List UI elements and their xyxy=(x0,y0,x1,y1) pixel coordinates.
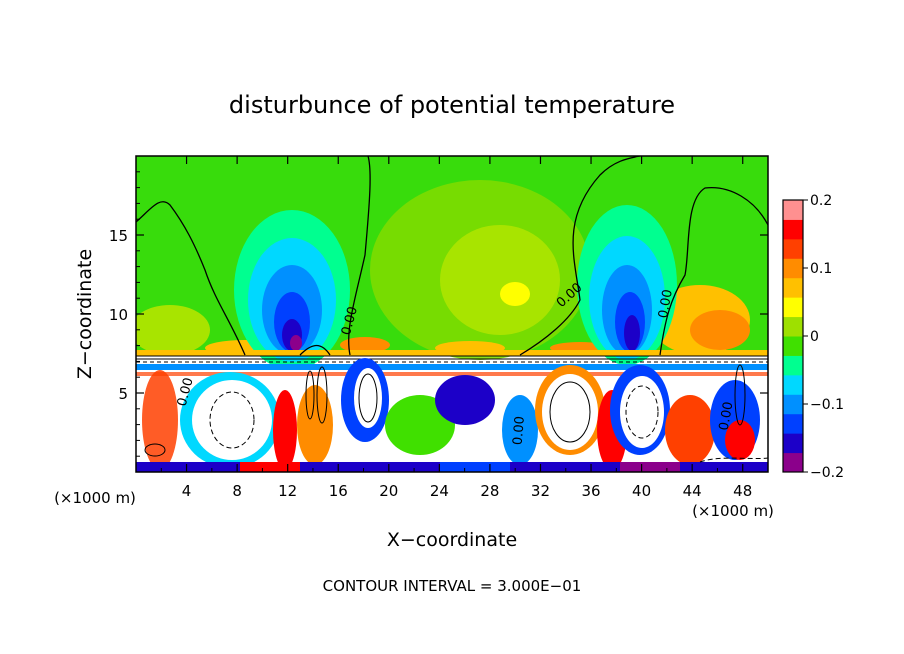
x-tick-label: 16 xyxy=(329,482,348,500)
x-tick-label: 44 xyxy=(683,482,702,500)
x-unit-left: (×1000 m) xyxy=(54,489,136,507)
colorbar-swatch xyxy=(783,219,803,240)
plot-area: 0.000.00 0.000.000.00 0.00 xyxy=(136,156,768,472)
contour-label: 0.00 xyxy=(175,376,197,408)
y-tick-label: 10 xyxy=(109,306,128,324)
colorbar-swatch xyxy=(783,452,803,473)
colorbar-swatch xyxy=(783,316,803,337)
lower-colored-structures xyxy=(136,358,768,472)
contour-label: 0.00 xyxy=(656,288,676,319)
y-tick-label: 15 xyxy=(109,227,128,245)
y-axis: 5 10 15 xyxy=(109,171,768,457)
inversion-band xyxy=(136,350,768,356)
x-unit-right: (×1000 m) xyxy=(692,502,774,520)
colorbar-swatch xyxy=(783,238,803,259)
colorbar-swatch xyxy=(783,336,803,356)
colorbar-swatch xyxy=(783,374,803,395)
colorbar: 0.2 0.1 0 −0.1 −0.2 xyxy=(782,193,844,481)
colorbar-tick-label: 0 xyxy=(810,329,819,345)
x-tick-label: 36 xyxy=(581,482,600,500)
colorbar-swatch xyxy=(783,277,803,298)
y-axis-label: Z−coordinate xyxy=(74,249,96,379)
x-axis-label: X−coordinate xyxy=(387,529,517,551)
colorbar-swatch xyxy=(783,258,803,279)
colorbar-tick-label: 0.2 xyxy=(810,193,832,209)
colorbar-swatch xyxy=(783,413,803,434)
x-tick-label: 28 xyxy=(480,482,499,500)
contour-lines xyxy=(136,156,768,356)
x-tick-label: 40 xyxy=(632,482,651,500)
colorbar-swatch xyxy=(783,355,803,376)
colorbar-tick-label: −0.2 xyxy=(810,465,844,481)
colorbar-swatch xyxy=(783,297,803,318)
contour-interval-note: CONTOUR INTERVAL = 3.000E−01 xyxy=(323,577,582,595)
x-tick-label: 24 xyxy=(430,482,449,500)
contour-labels: 0.000.00 0.000.000.00 0.00 xyxy=(175,280,737,445)
inversion-lines xyxy=(136,355,768,363)
x-axis: 4 8 12 16 20 24 28 32 36 40 44 48 xyxy=(160,156,752,500)
lower-contour-lines xyxy=(144,364,768,463)
x-tick-label: 12 xyxy=(278,482,297,500)
x-tick-label: 20 xyxy=(379,482,398,500)
y-tick-label: 5 xyxy=(118,385,128,403)
x-tick-label: 4 xyxy=(182,482,192,500)
colorbar-tick-label: 0.1 xyxy=(810,261,832,277)
x-tick-label: 8 xyxy=(232,482,242,500)
contour-label: 0.00 xyxy=(717,401,737,432)
cold-plume-left xyxy=(234,210,350,370)
chart-title: disturbunce of potential temperature xyxy=(229,91,675,119)
colorbar-swatch xyxy=(783,394,803,415)
colorbar-tick-label: −0.1 xyxy=(810,397,844,413)
colorbar-swatch xyxy=(783,200,803,220)
contour-label: 0.00 xyxy=(339,305,361,337)
contour-label: 0.00 xyxy=(511,416,528,446)
x-tick-label: 48 xyxy=(733,482,752,500)
cold-plume-right xyxy=(577,205,677,365)
x-tick-label: 32 xyxy=(531,482,550,500)
colorbar-swatch xyxy=(783,433,803,454)
